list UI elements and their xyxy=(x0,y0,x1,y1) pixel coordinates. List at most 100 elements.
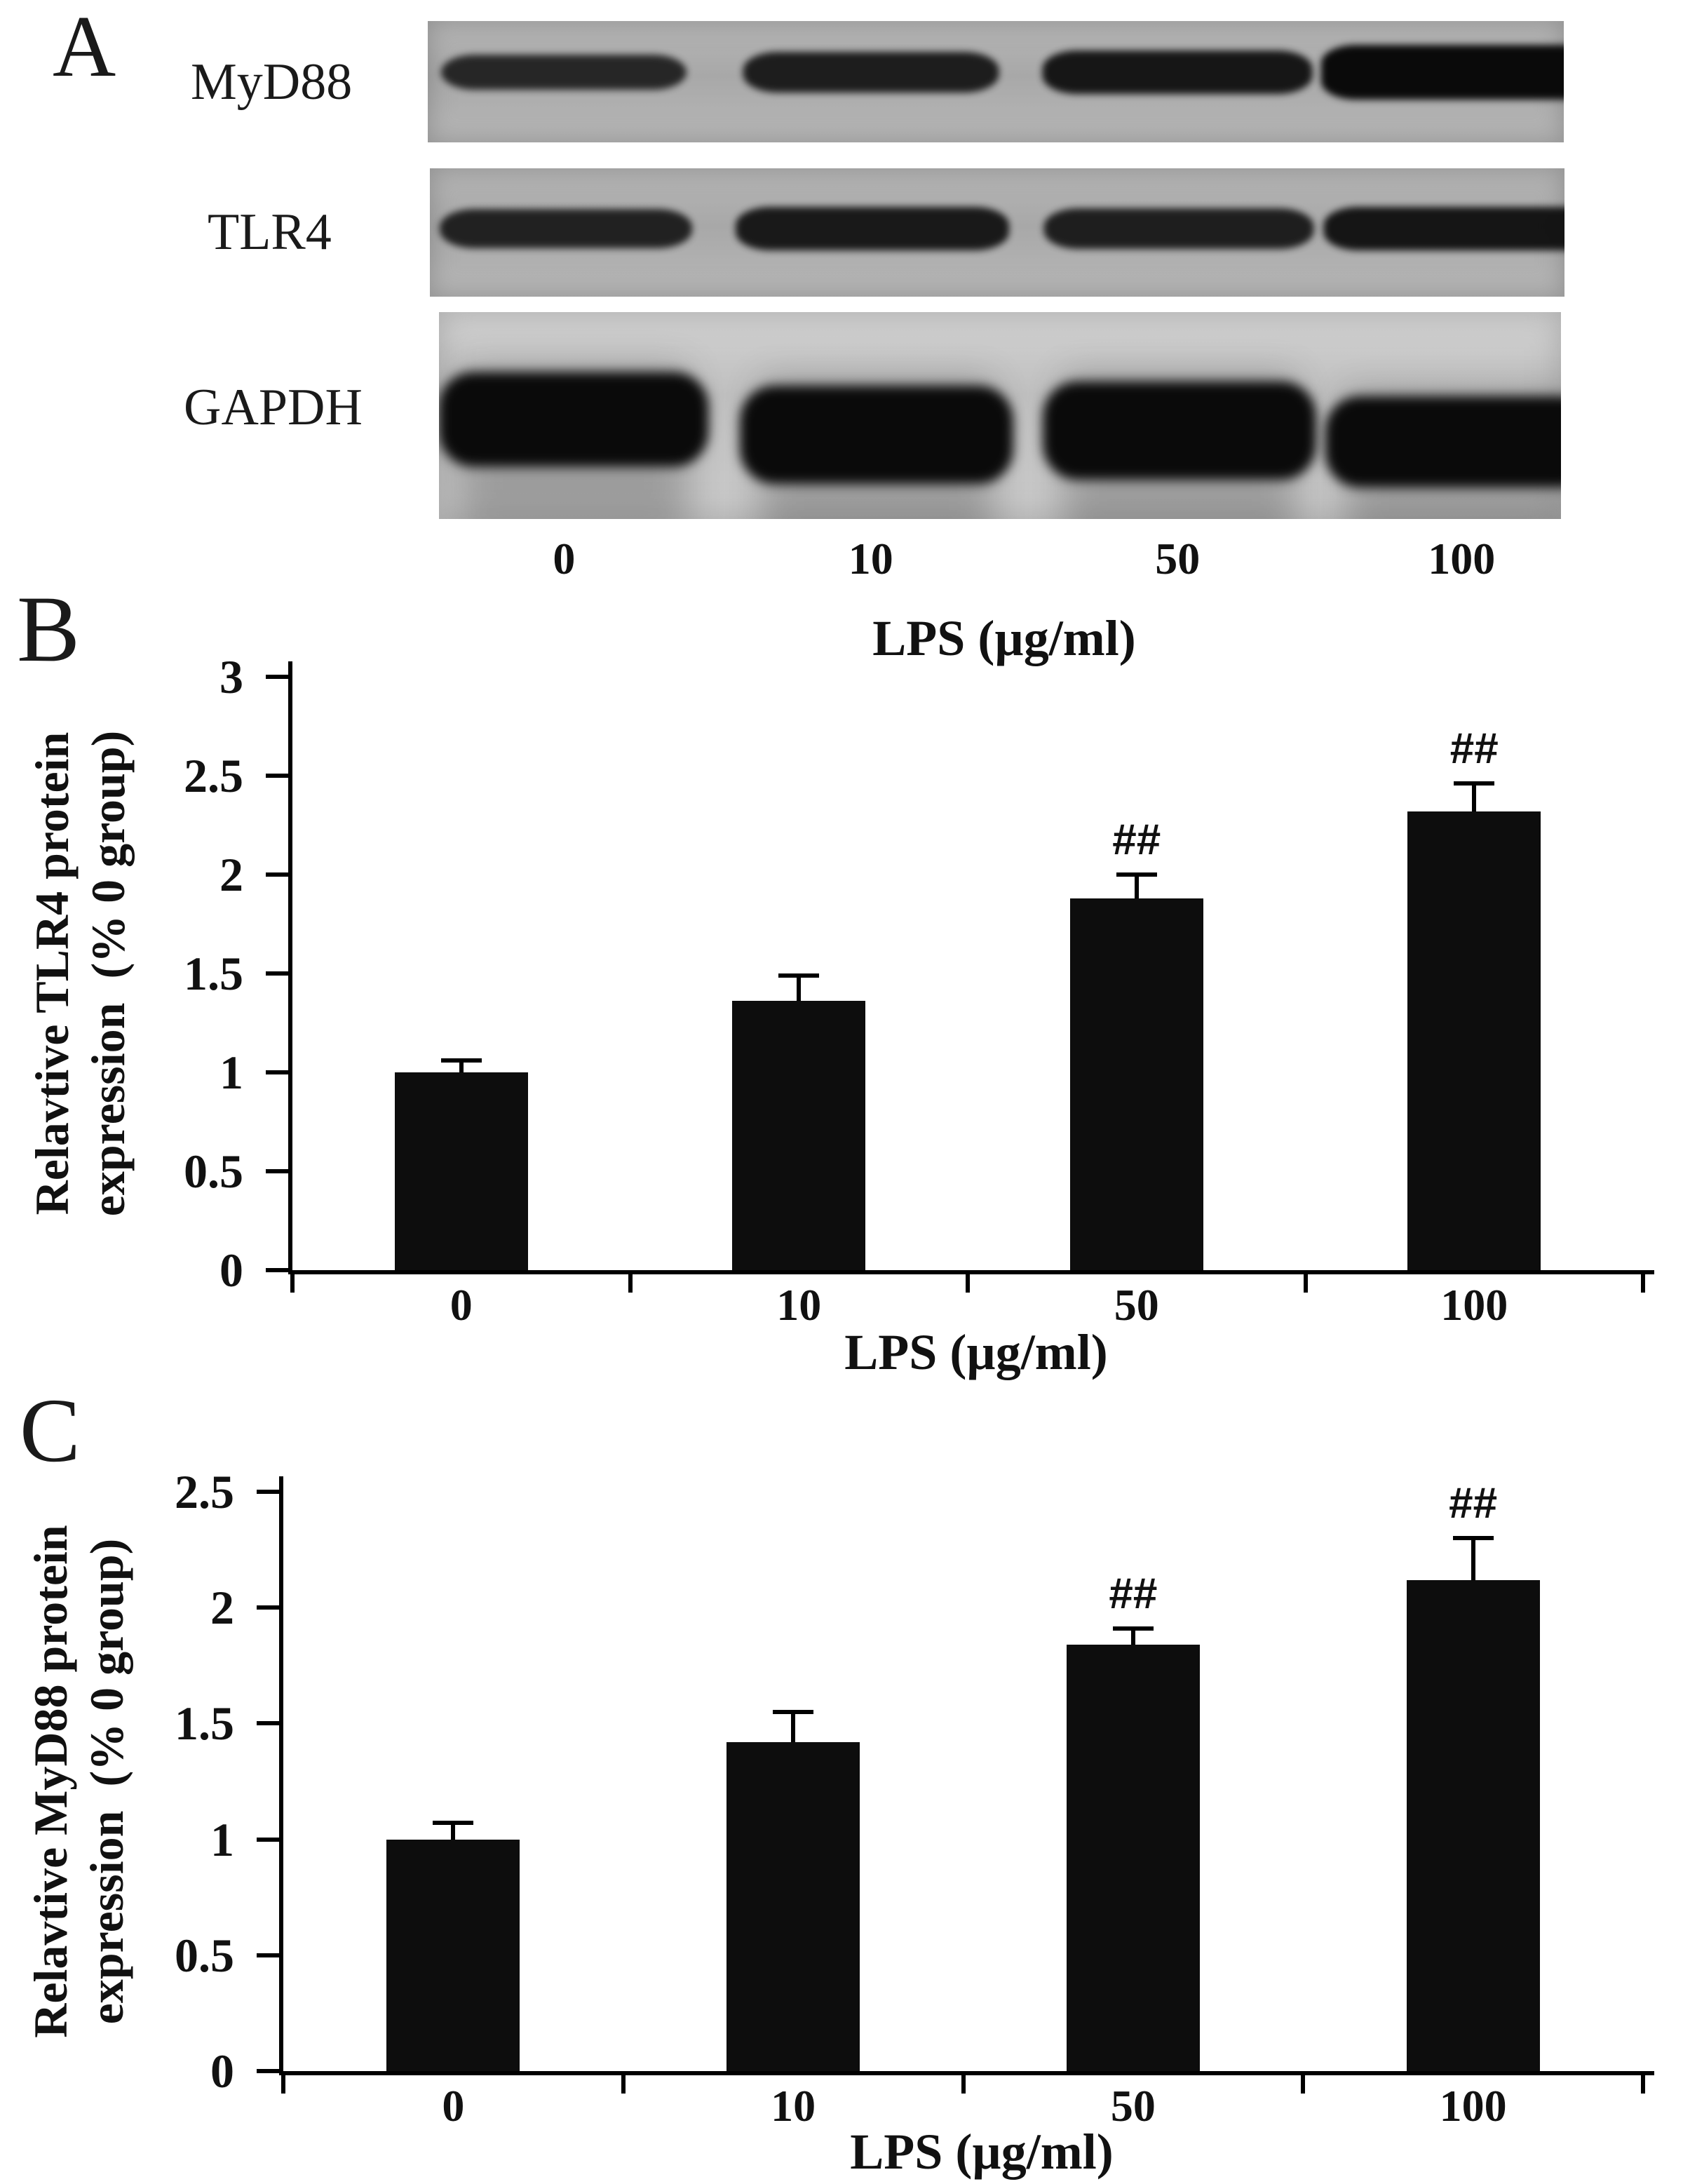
x-axis-line xyxy=(288,1270,1654,1274)
x-axis-tick xyxy=(1641,2075,1645,2094)
blot-strip-myd88 xyxy=(428,21,1564,142)
y-axis-tick-label: 0 xyxy=(219,1243,243,1297)
y-axis-tick xyxy=(257,1721,279,1726)
panel-b-chart: 0 0.5 1 1.5 2 2.5 3 0 10 ## 50 ## 100 xyxy=(184,650,1654,1328)
y-axis-line xyxy=(279,1476,283,2071)
blot-band-gapdh-lane4 xyxy=(1325,396,1561,488)
y-axis-tick-label: 3 xyxy=(219,650,243,703)
y-axis-tick-label: 1.5 xyxy=(184,947,243,1000)
x-axis-tick xyxy=(961,2075,966,2094)
y-axis-tick xyxy=(257,1953,279,1957)
panel-b-letter: B xyxy=(17,577,81,682)
blot-label-gapdh: GAPDH xyxy=(184,379,363,436)
blot-band-gapdh-lane1 xyxy=(439,372,709,467)
blot-band-myd88-lane4 xyxy=(1321,44,1564,100)
error-bar-cap xyxy=(778,973,820,978)
error-bar-cap xyxy=(433,1821,474,1826)
significance-marker: ## xyxy=(1109,1569,1158,1618)
bar-lps-10 xyxy=(726,1741,860,2071)
panel-b-y-axis-title-line1: Relavtive TLR4 protein xyxy=(25,732,79,1215)
blot-band-gapdh-lane3 xyxy=(1043,382,1316,480)
x-axis-tick-label: 0 xyxy=(450,1280,473,1330)
y-axis-tick-label: 0.5 xyxy=(184,1145,243,1198)
blot-band-myd88-lane2 xyxy=(743,51,999,93)
blot-band-myd88-lane1 xyxy=(441,54,687,90)
blot-label-tlr4: TLR4 xyxy=(208,203,332,261)
error-bar-whisker xyxy=(1471,1538,1475,1580)
blot-band-myd88-lane3 xyxy=(1042,50,1313,94)
bar-lps-10 xyxy=(732,1001,866,1270)
y-axis-tick-label: 2 xyxy=(210,1581,234,1635)
lane-label-0: 0 xyxy=(553,534,576,584)
error-bar-cap xyxy=(1454,781,1495,786)
y-axis-tick xyxy=(266,971,288,976)
bar-lps-0 xyxy=(394,1072,528,1270)
y-axis-tick xyxy=(266,774,288,778)
bar-lps-50 xyxy=(1069,898,1203,1270)
panel-a-xlabel: LPS (µg/ml) xyxy=(872,610,1136,666)
blot-band-tlr4-lane4 xyxy=(1323,207,1564,250)
blot-strip-gapdh xyxy=(439,312,1561,519)
error-bar-cap xyxy=(1116,872,1157,877)
y-axis-tick xyxy=(266,1169,288,1173)
x-axis-tick xyxy=(1641,1274,1645,1293)
bar-lps-100 xyxy=(1406,1579,1540,2071)
blot-band-gapdh-lane2 xyxy=(740,386,1013,485)
y-axis-tick xyxy=(266,675,288,679)
x-axis-tick xyxy=(621,2075,626,2094)
x-axis-tick xyxy=(1301,2075,1306,2094)
y-axis-tick-label: 2.5 xyxy=(184,749,243,802)
panel-b-xlabel: LPS (µg/ml) xyxy=(844,1324,1108,1380)
error-bar-whisker xyxy=(797,975,802,1002)
panel-c-xlabel: LPS (µg/ml) xyxy=(850,2124,1114,2180)
y-axis-tick xyxy=(266,872,288,877)
y-axis-tick-label: 1 xyxy=(219,1046,243,1099)
error-bar-whisker xyxy=(459,1060,464,1072)
bar-lps-100 xyxy=(1407,811,1541,1270)
error-bar-cap xyxy=(1112,1626,1154,1631)
x-axis-tick xyxy=(628,1274,633,1293)
x-axis-tick-label: 100 xyxy=(1439,2081,1507,2131)
bar-lps-0 xyxy=(386,1839,520,2071)
x-axis-tick-label: 0 xyxy=(442,2081,465,2131)
blot-band-tlr4-lane3 xyxy=(1043,208,1314,249)
y-axis-line xyxy=(288,661,292,1270)
y-axis-tick xyxy=(257,1490,279,1494)
x-axis-line xyxy=(279,2071,1654,2075)
error-bar-cap xyxy=(1452,1536,1494,1541)
panel-c-letter: C xyxy=(20,1380,81,1481)
blot-band-tlr4-lane2 xyxy=(736,207,1010,250)
x-axis-tick xyxy=(1303,1274,1308,1293)
blot-strip-tlr4 xyxy=(430,168,1564,297)
significance-marker: ## xyxy=(1449,1479,1498,1528)
y-axis-tick xyxy=(266,1070,288,1074)
y-axis-tick-label: 2 xyxy=(219,848,243,901)
x-axis-tick-label: 10 xyxy=(776,1280,822,1330)
y-axis-tick-label: 1.5 xyxy=(175,1697,234,1751)
lane-label-100: 100 xyxy=(1428,534,1496,584)
panel-c-chart: 0 0.5 1 1.5 2 2.5 0 10 ## 50 ## 100 xyxy=(175,1465,1654,2129)
x-axis-tick xyxy=(281,2075,285,2094)
panel-a-letter: A xyxy=(53,0,116,95)
x-axis-tick-label: 50 xyxy=(1110,2081,1156,2131)
significance-marker: ## xyxy=(1449,724,1499,774)
lane-labels: 0 10 50 100 xyxy=(428,537,1564,587)
bar-lps-50 xyxy=(1066,1645,1200,2071)
blot-band-tlr4-lane1 xyxy=(440,209,693,248)
y-axis-tick-label: 1 xyxy=(210,1812,234,1866)
blot-label-myd88: MyD88 xyxy=(191,53,353,111)
x-axis-tick-label: 50 xyxy=(1114,1280,1159,1330)
x-axis-tick xyxy=(290,1274,295,1293)
x-axis-tick-label: 10 xyxy=(771,2081,816,2131)
error-bar-whisker xyxy=(1472,783,1477,811)
significance-marker: ## xyxy=(1112,816,1161,864)
x-axis-tick xyxy=(966,1274,970,1293)
error-bar-cap xyxy=(773,1709,814,1714)
error-bar-whisker xyxy=(1134,875,1139,898)
y-axis-tick-label: 0.5 xyxy=(175,1928,234,1982)
error-bar-cap xyxy=(440,1058,482,1063)
x-axis-tick-label: 100 xyxy=(1440,1280,1508,1330)
error-bar-whisker xyxy=(1130,1628,1135,1645)
lane-label-10: 10 xyxy=(848,534,893,584)
